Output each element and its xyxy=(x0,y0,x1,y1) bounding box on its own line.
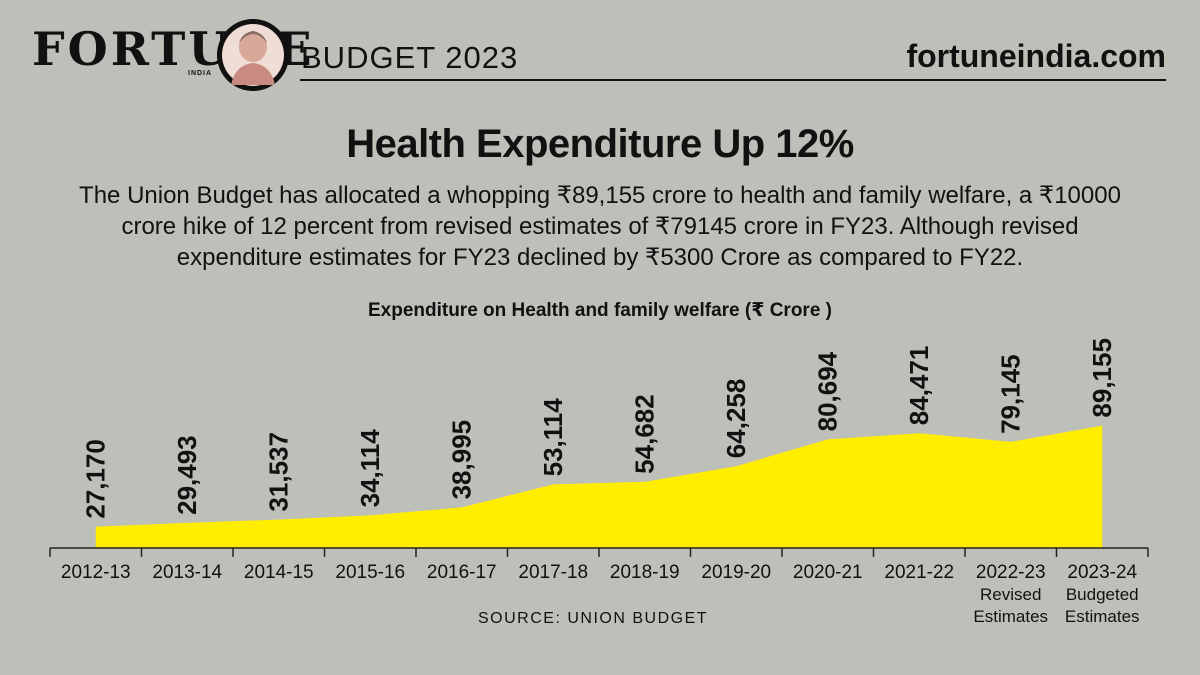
header-divider xyxy=(300,79,1166,81)
x-tick-label: 2022-23 xyxy=(976,562,1046,583)
x-tick-label: 2014-15 xyxy=(244,562,314,583)
area-series xyxy=(95,425,1103,548)
source-note: SOURCE: UNION BUDGET xyxy=(478,610,709,627)
data-label: 34,114 xyxy=(355,429,385,508)
data-label: 27,170 xyxy=(81,439,111,519)
data-label: 80,694 xyxy=(813,351,843,431)
data-label: 29,493 xyxy=(172,435,202,515)
data-label: 79,145 xyxy=(996,354,1026,434)
portrait-icon xyxy=(217,19,289,91)
x-tick-label: 2023-24 xyxy=(1067,562,1137,583)
x-tick-note: Budgeted xyxy=(1066,585,1139,604)
chart-title: Expenditure on Health and family welfare… xyxy=(367,300,833,321)
data-label: 89,155 xyxy=(1087,338,1117,418)
budget-label: BUDGET 2023 xyxy=(301,40,519,75)
site-url: fortuneindia.com xyxy=(906,38,1166,74)
page-title: Health Expenditure Up 12% xyxy=(346,122,854,166)
data-label: 54,682 xyxy=(630,394,660,474)
x-tick-label: 2019-20 xyxy=(701,562,771,583)
data-label: 84,471 xyxy=(904,346,934,426)
x-tick-note: Estimates xyxy=(1065,607,1140,626)
x-tick-label: 2017-18 xyxy=(518,562,588,583)
x-tick-label: 2018-19 xyxy=(610,562,680,583)
x-tick-label: 2013-14 xyxy=(152,562,222,583)
description: The Union Budget has allocated a whoppin… xyxy=(79,182,1121,271)
data-label: 64,258 xyxy=(721,379,751,459)
x-tick-label: 2015-16 xyxy=(335,562,405,583)
x-tick-label: 2020-21 xyxy=(793,562,863,583)
data-label: 53,114 xyxy=(538,398,568,477)
header: FORTUNE INDIA BUDGET 2023 fortuneindia.c… xyxy=(0,0,1200,100)
x-tick-label: 2021-22 xyxy=(884,562,954,583)
avatar xyxy=(217,19,289,91)
data-label: 38,995 xyxy=(447,420,477,500)
x-tick-label: 2016-17 xyxy=(427,562,497,583)
x-tick-note: Revised xyxy=(980,585,1041,604)
x-tick-note: Estimates xyxy=(973,607,1048,626)
brand-sub: INDIA xyxy=(188,70,213,77)
data-label: 31,537 xyxy=(264,432,294,512)
x-tick-label: 2012-13 xyxy=(61,562,131,583)
